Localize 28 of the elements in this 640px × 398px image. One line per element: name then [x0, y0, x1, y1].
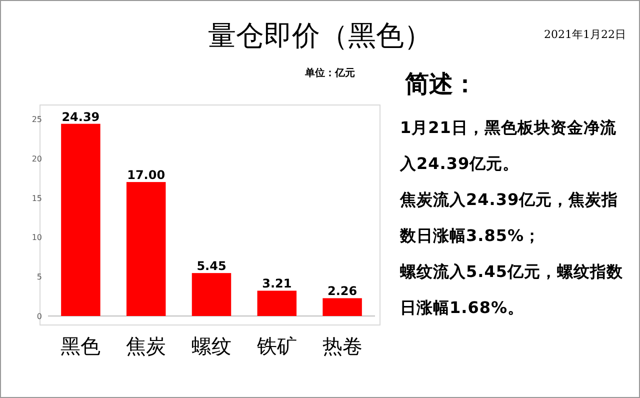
x-tick-label: 黑色 — [60, 334, 101, 358]
y-tick-label: 5 — [36, 272, 42, 282]
y-tick-label: 0 — [36, 312, 42, 321]
data-label: 5.45 — [196, 259, 226, 274]
text: 焦炭流入24.39亿元，焦炭指数日涨幅3.85%； — [400, 189, 620, 247]
text: 螺纹流入5.45亿元，螺纹指数日涨幅1.68%。 — [400, 261, 624, 319]
bar — [322, 298, 362, 316]
x-tick-label: 铁矿 — [256, 334, 297, 358]
y-tick-label: 10 — [32, 233, 42, 242]
bar — [61, 124, 100, 316]
bar — [257, 290, 297, 316]
x-tick-label: 热卷 — [322, 334, 362, 358]
bar — [192, 273, 232, 316]
y-tick-label: 20 — [32, 154, 42, 164]
bar — [126, 182, 166, 316]
x-tick-label: 焦炭 — [126, 334, 166, 358]
x-tick-label: 螺纹 — [192, 334, 232, 358]
data-label: 24.39 — [62, 110, 100, 124]
data-label: 2.26 — [327, 284, 358, 298]
y-tick-label: 15 — [32, 194, 42, 203]
chart-subtitle: 单位：亿元 — [304, 67, 355, 79]
chart-title: 量仓即价（黑色） — [208, 19, 432, 52]
data-label: 17.00 — [127, 168, 166, 182]
text: 2021年1月22日 — [544, 28, 626, 41]
y-tick-label: 25 — [32, 115, 42, 124]
text: 1月21日，黑色板块资金净流入24.39亿元。 — [400, 117, 618, 175]
data-label: 3.21 — [262, 276, 292, 291]
text: 简述： — [404, 70, 477, 98]
